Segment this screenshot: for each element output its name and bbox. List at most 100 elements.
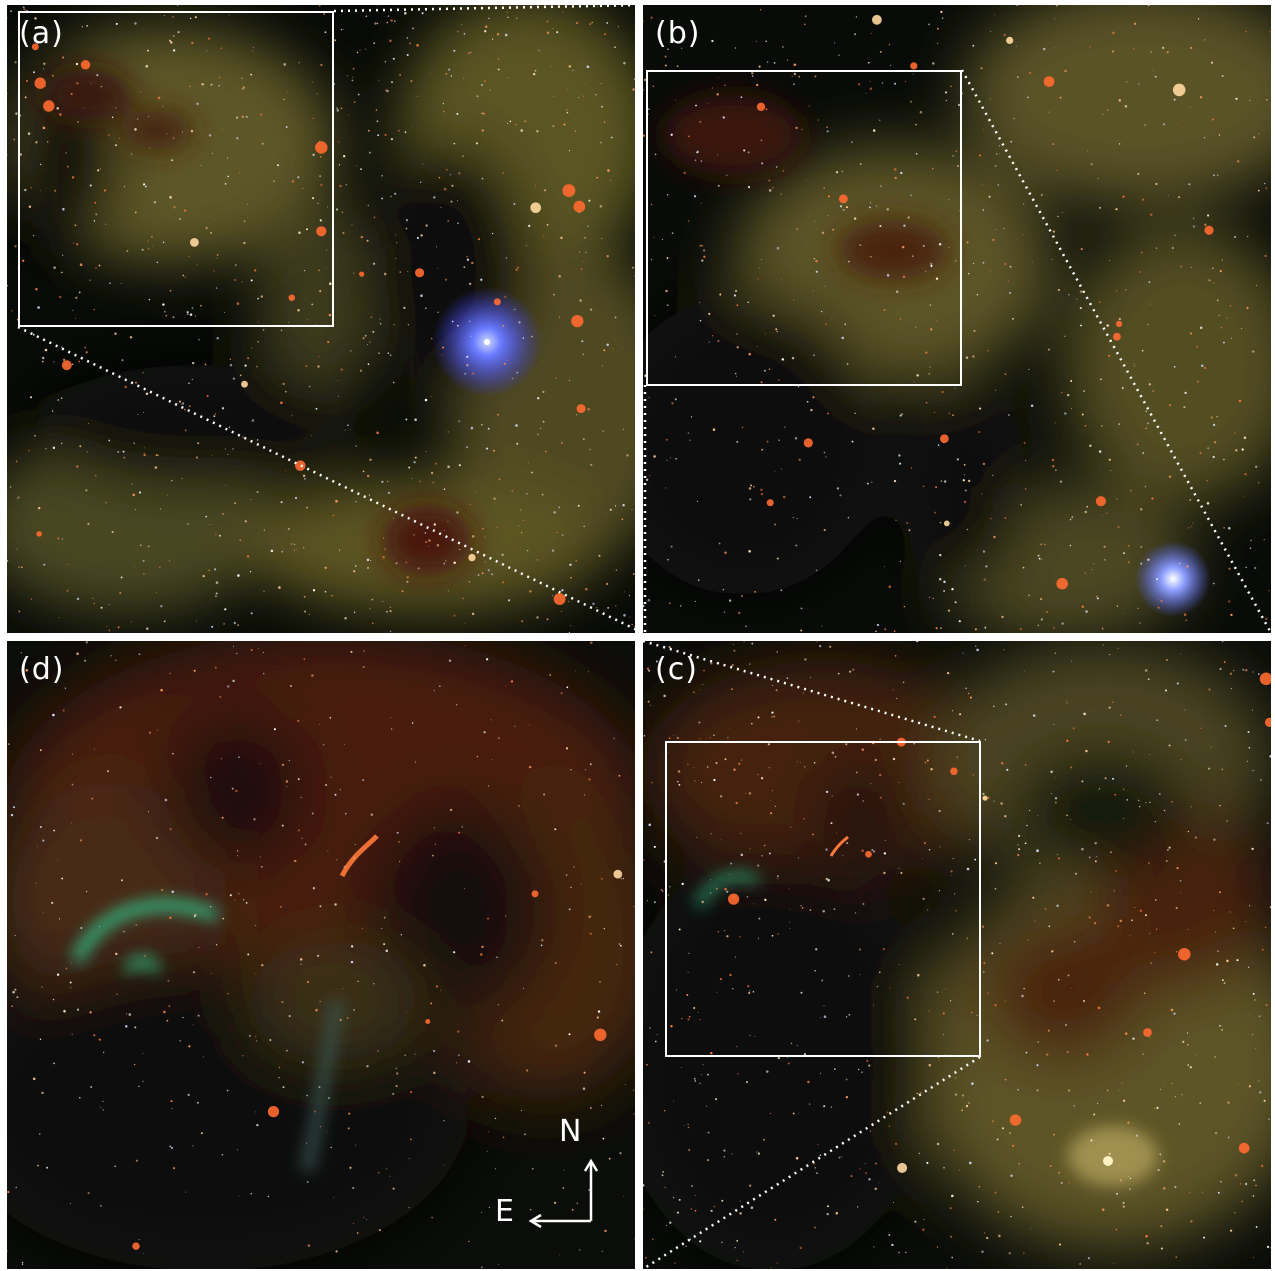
star <box>1085 1196 1087 1198</box>
star <box>1253 1179 1255 1182</box>
star <box>1221 641 1224 643</box>
star <box>709 892 712 894</box>
star <box>320 63 323 67</box>
star <box>808 1103 811 1105</box>
star <box>581 340 584 343</box>
star <box>205 515 208 518</box>
star <box>958 713 962 716</box>
star <box>760 488 763 491</box>
star <box>80 927 83 929</box>
star <box>1089 46 1091 48</box>
star <box>1151 497 1154 500</box>
star <box>214 413 216 415</box>
star <box>431 1216 433 1219</box>
star <box>196 264 198 266</box>
star <box>528 224 531 228</box>
star <box>651 782 653 784</box>
star <box>123 186 125 188</box>
star <box>262 329 265 331</box>
star <box>1010 140 1013 143</box>
star <box>511 490 513 492</box>
star <box>1134 365 1136 367</box>
star <box>506 11 508 13</box>
star <box>371 598 374 601</box>
star <box>750 484 753 487</box>
star <box>51 410 54 412</box>
star <box>760 492 764 496</box>
star <box>1154 951 1156 954</box>
star <box>1203 1236 1206 1239</box>
star <box>914 1018 917 1021</box>
star <box>378 1229 381 1232</box>
star <box>950 870 953 873</box>
star <box>73 242 75 244</box>
star <box>509 120 512 123</box>
star <box>886 274 890 277</box>
star <box>1269 30 1271 33</box>
star <box>893 168 897 171</box>
star <box>409 1138 412 1141</box>
star <box>1108 260 1111 262</box>
star <box>1187 830 1190 833</box>
star <box>429 72 431 74</box>
star <box>1251 709 1253 711</box>
star <box>21 1263 24 1265</box>
star <box>447 465 450 469</box>
star <box>1127 1121 1130 1124</box>
star <box>1031 261 1033 263</box>
star <box>558 1254 560 1256</box>
star <box>857 83 861 86</box>
star <box>453 561 456 564</box>
star <box>505 685 507 687</box>
star <box>708 341 710 343</box>
star <box>777 933 779 935</box>
star <box>648 396 650 399</box>
star <box>1111 50 1115 53</box>
star <box>672 1197 675 1199</box>
star <box>367 566 369 569</box>
star <box>34 434 36 437</box>
star <box>1085 610 1088 613</box>
star <box>1024 842 1027 845</box>
star <box>340 368 343 371</box>
star <box>761 777 764 780</box>
bright-star <box>1143 1028 1152 1037</box>
star <box>395 562 398 565</box>
star <box>1048 925 1051 928</box>
star <box>340 107 343 110</box>
star <box>691 1185 693 1187</box>
star <box>424 398 428 402</box>
star <box>122 450 125 453</box>
star <box>138 1239 140 1241</box>
star <box>1228 567 1231 570</box>
star <box>1067 393 1070 397</box>
star <box>34 17 37 20</box>
star <box>966 937 969 940</box>
star <box>623 614 626 617</box>
star <box>531 335 534 338</box>
star <box>263 590 265 592</box>
star <box>903 605 906 608</box>
star <box>211 455 213 457</box>
star <box>560 692 563 695</box>
star <box>395 242 398 244</box>
star <box>800 991 803 994</box>
star <box>570 577 572 579</box>
star <box>650 951 653 954</box>
star <box>789 921 791 923</box>
star <box>603 927 605 930</box>
star <box>294 859 297 863</box>
star <box>561 534 564 537</box>
star <box>703 255 706 258</box>
star <box>852 668 855 671</box>
star <box>875 1162 877 1165</box>
star <box>287 527 290 530</box>
star <box>1228 600 1231 603</box>
star <box>676 736 679 740</box>
star <box>615 569 618 571</box>
star <box>261 142 264 145</box>
star <box>1032 896 1035 899</box>
star <box>1118 99 1122 102</box>
star <box>576 414 577 416</box>
star <box>883 852 887 855</box>
